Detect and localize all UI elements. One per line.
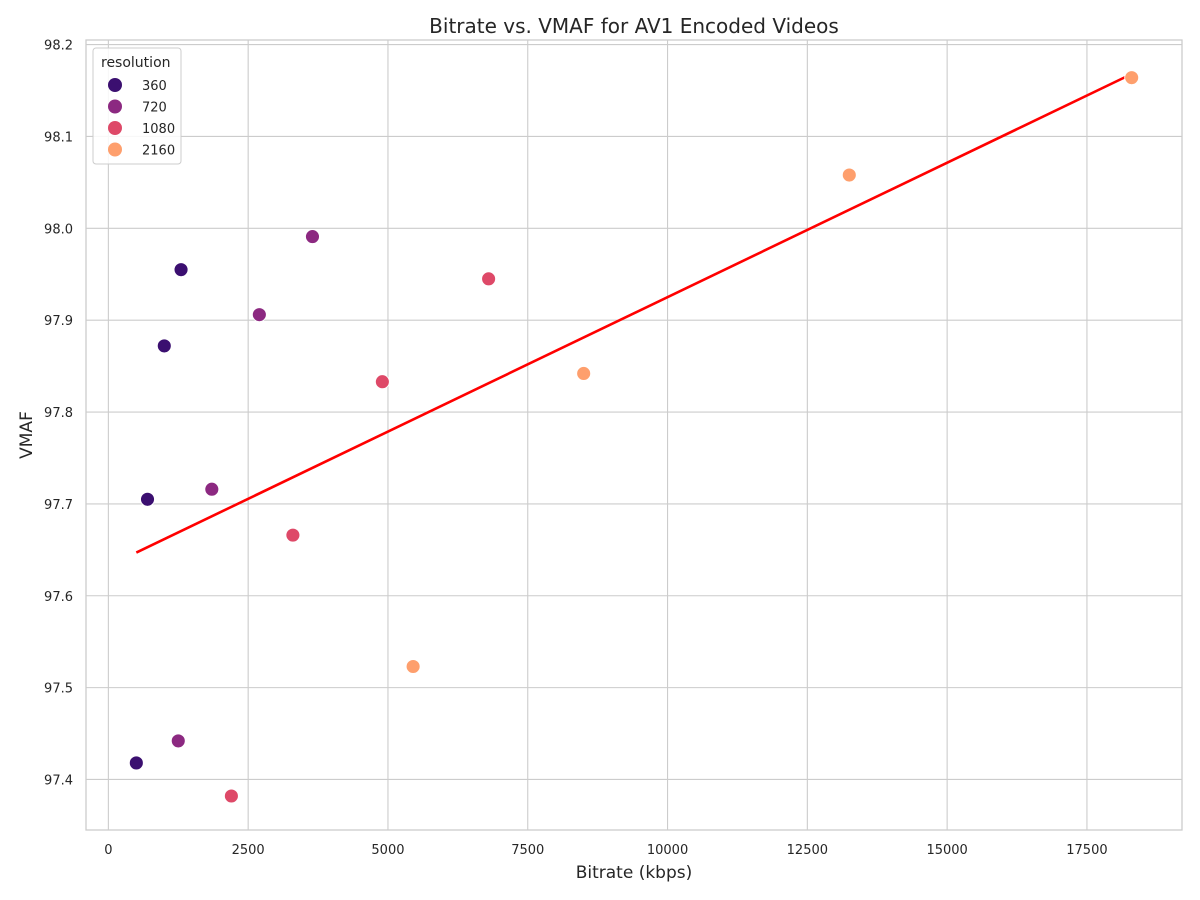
data-point-2160 — [842, 168, 856, 182]
chart-title: Bitrate vs. VMAF for AV1 Encoded Videos — [429, 14, 839, 38]
data-point-2160 — [1125, 71, 1139, 85]
x-tick-label: 10000 — [647, 843, 688, 858]
legend-title: resolution — [101, 55, 171, 71]
data-point-360 — [157, 339, 171, 353]
data-point-720 — [205, 482, 219, 496]
x-tick-label: 7500 — [511, 843, 544, 858]
data-point-720 — [252, 308, 266, 322]
data-point-2160 — [577, 366, 591, 380]
data-point-1080 — [286, 528, 300, 542]
data-point-1080 — [224, 789, 238, 803]
trendline — [136, 74, 1131, 553]
legend-label-720: 720 — [142, 101, 167, 116]
grid — [86, 40, 1182, 830]
data-point-360 — [129, 756, 143, 770]
y-tick-labels: 97.4 97.5 97.6 97.7 97.8 97.9 98.0 98.1 98.2 — [44, 39, 73, 789]
x-tick-label: 5000 — [371, 843, 404, 858]
y-tick-label: 98.0 — [44, 222, 73, 237]
y-tick-label: 98.2 — [44, 39, 73, 54]
legend-marker-720 — [108, 100, 122, 114]
x-tick-label: 15000 — [926, 843, 967, 858]
x-axis-label: Bitrate (kbps) — [576, 863, 693, 883]
legend-marker-360 — [108, 78, 122, 92]
plot-frame — [86, 40, 1182, 830]
legend: resolution 360 720 1080 2160 — [93, 48, 181, 164]
y-tick-label: 97.6 — [44, 590, 73, 605]
x-tick-label: 12500 — [787, 843, 828, 858]
y-tick-label: 97.4 — [44, 773, 73, 788]
y-tick-label: 97.8 — [44, 406, 73, 421]
data-point-360 — [141, 492, 155, 506]
y-tick-label: 97.9 — [44, 314, 73, 329]
data-point-360 — [174, 263, 188, 277]
data-point-1080 — [482, 272, 496, 286]
legend-marker-1080 — [108, 121, 122, 135]
legend-label-2160: 2160 — [142, 144, 175, 159]
x-tick-label: 17500 — [1066, 843, 1107, 858]
y-tick-label: 98.1 — [44, 130, 73, 145]
legend-marker-2160 — [108, 143, 122, 157]
x-tick-label: 0 — [104, 843, 112, 858]
data-point-2160 — [406, 659, 420, 673]
y-axis-label: VMAF — [17, 411, 37, 459]
scatter-points — [129, 71, 1138, 803]
x-tick-label: 2500 — [232, 843, 265, 858]
y-tick-label: 97.5 — [44, 682, 73, 697]
legend-label-360: 360 — [142, 79, 167, 94]
legend-label-1080: 1080 — [142, 122, 175, 137]
trendline-path — [136, 74, 1131, 553]
data-point-720 — [305, 230, 319, 244]
data-point-720 — [171, 734, 185, 748]
data-point-1080 — [375, 375, 389, 389]
y-tick-label: 97.7 — [44, 498, 73, 513]
x-tick-labels: 0 2500 5000 7500 10000 12500 15000 17500 — [104, 843, 1107, 858]
